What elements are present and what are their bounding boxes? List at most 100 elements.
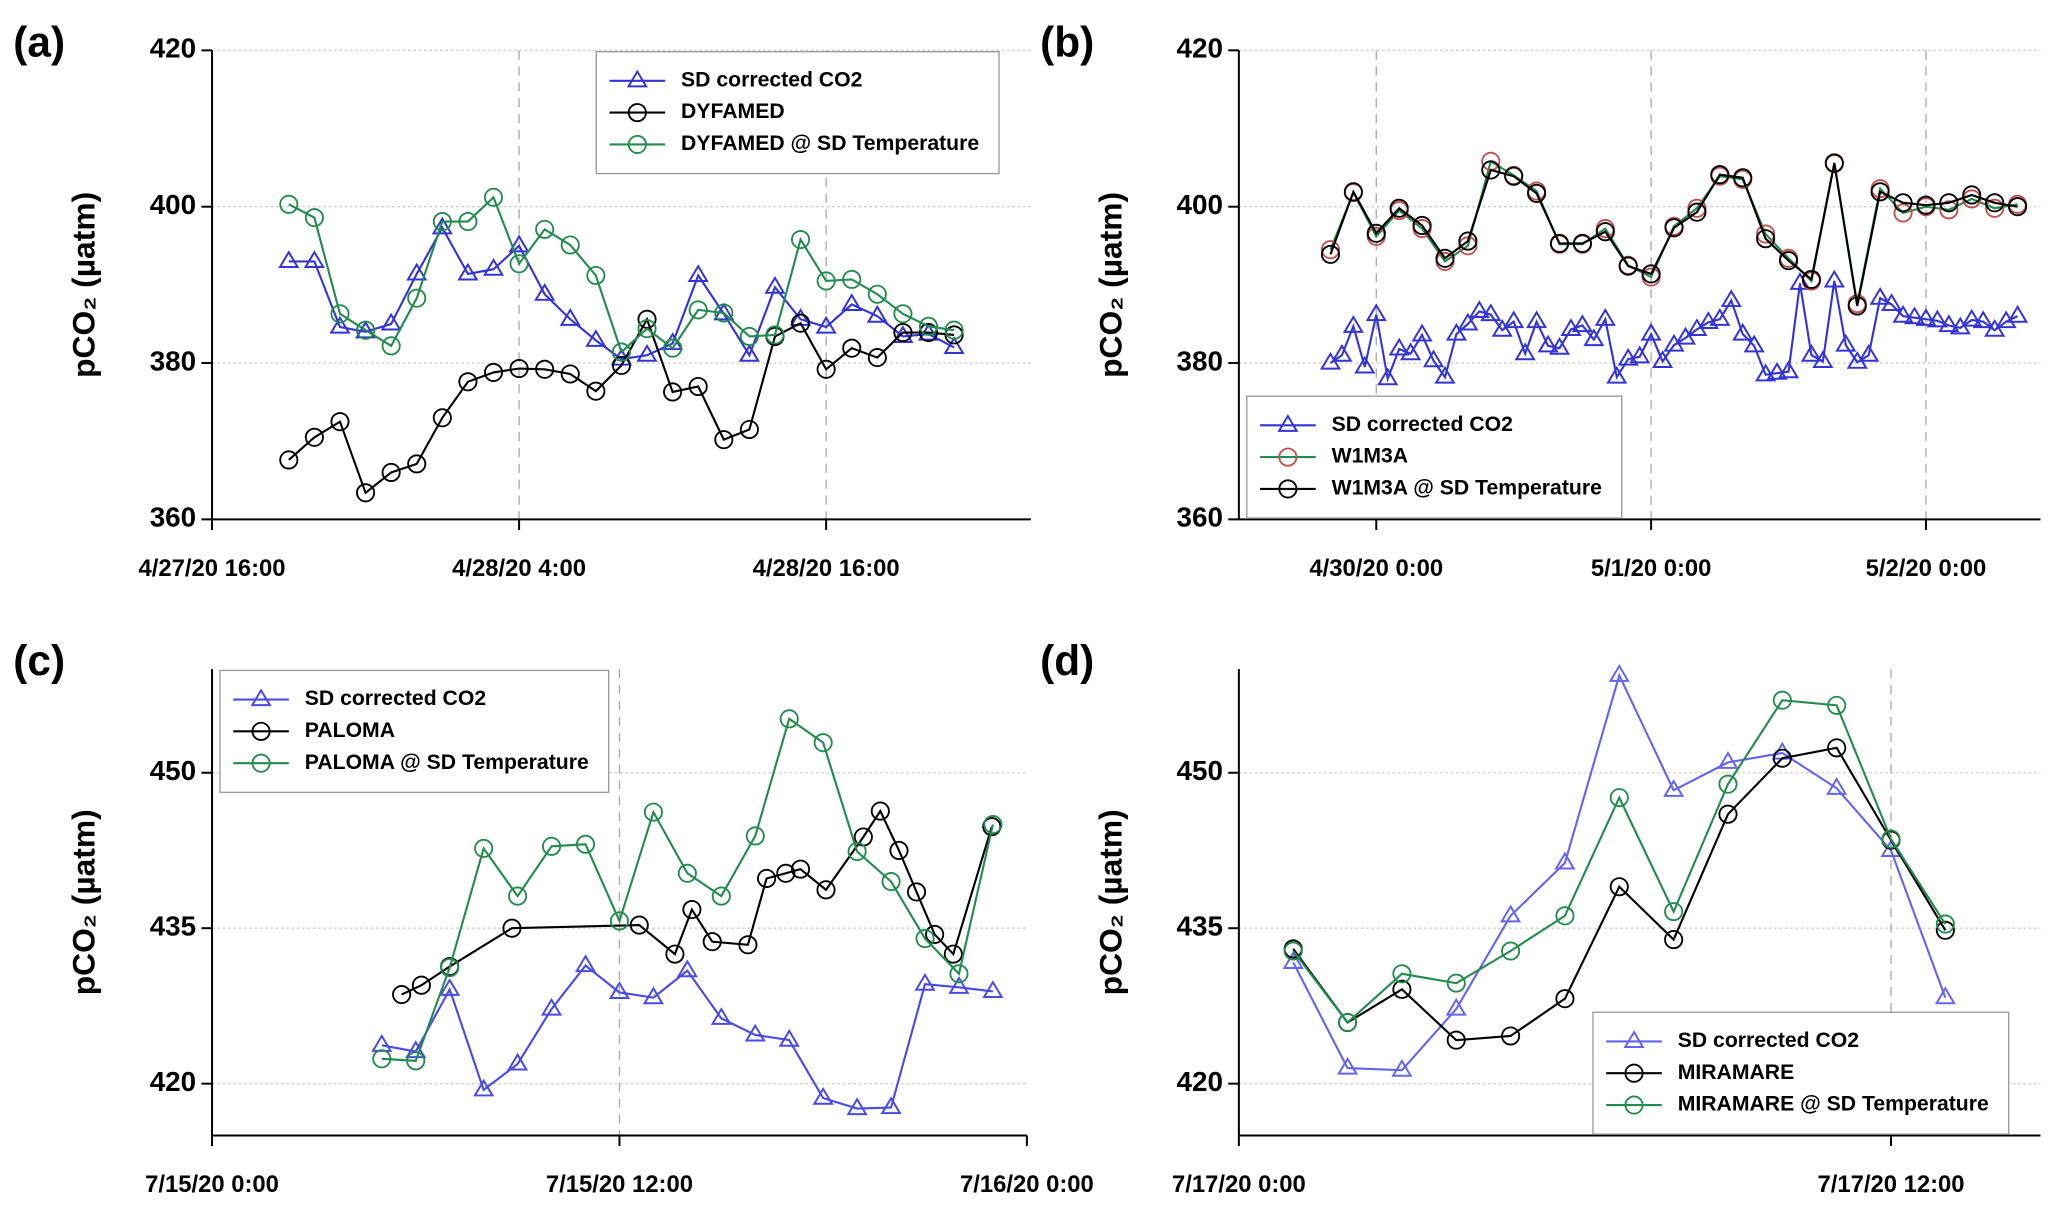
marker: [1972, 310, 1994, 329]
marker: [1391, 1058, 1413, 1077]
marker: [432, 408, 452, 428]
x-tick-label: 4/28/20 4:00: [452, 555, 586, 582]
y-axis-label: pCO₂ (µatm): [66, 192, 102, 378]
marker: [482, 258, 505, 276]
marker: [1756, 229, 1776, 249]
panel-label: (b): [1040, 18, 1094, 65]
legend: SD corrected CO2 PALOMA PALOMA @ SD Temper…: [219, 669, 610, 793]
marker: [611, 342, 631, 362]
marker: [1858, 343, 1880, 362]
marker: [779, 709, 799, 729]
marker: [1733, 168, 1753, 188]
marker: [1457, 312, 1479, 331]
marker: [948, 976, 970, 994]
y-tick-label: 420: [150, 1066, 196, 1097]
marker: [893, 304, 913, 324]
marker: [1618, 256, 1638, 276]
marker: [1939, 200, 1959, 220]
marker: [791, 313, 811, 333]
y-tick-label: 435: [150, 911, 196, 942]
marker: [846, 1097, 868, 1116]
marker: [813, 733, 833, 753]
legend-label: W1M3A: [1332, 445, 1409, 468]
marker: [739, 419, 759, 440]
marker: [1935, 914, 1955, 934]
panel: 420 435 450 7/15/20 0:00 7/15/20 12:00 7/16/2…: [13, 637, 1093, 1198]
marker: [1555, 906, 1575, 926]
marker: [1962, 185, 1982, 205]
marker: [1664, 902, 1684, 922]
marker: [918, 316, 939, 336]
marker: [1789, 272, 1811, 290]
marker: [688, 300, 708, 320]
marker: [744, 1023, 766, 1042]
marker: [1468, 300, 1490, 319]
marker: [812, 1086, 834, 1105]
marker: [764, 275, 786, 294]
marker: [1720, 289, 1742, 308]
marker: [1893, 203, 1913, 223]
marker: [867, 284, 887, 304]
series-line: [1329, 159, 2018, 304]
marker: [1756, 224, 1776, 244]
marker: [790, 859, 811, 879]
marker: [1609, 877, 1629, 897]
marker: [1881, 293, 1903, 311]
marker: [944, 320, 964, 340]
marker: [714, 430, 734, 450]
marker: [1903, 306, 1926, 325]
marker: [1354, 355, 1376, 374]
marker: [665, 944, 685, 964]
y-tick-label: 380: [150, 345, 196, 376]
marker: [1320, 244, 1341, 264]
marker: [509, 254, 529, 274]
marker: [1445, 997, 1467, 1016]
marker: [1938, 314, 1960, 333]
marker: [279, 194, 299, 214]
legend-label: SD corrected CO2: [1678, 1029, 1859, 1052]
legend-label: SD corrected CO2: [305, 687, 486, 710]
marker: [304, 427, 324, 447]
marker: [816, 880, 836, 900]
legend-label: DYFAMED: [681, 100, 785, 123]
marker: [372, 1049, 392, 1069]
legend-marker: [251, 721, 271, 741]
legend-marker: [1624, 1095, 1644, 1115]
marker: [1392, 979, 1412, 999]
marker: [1422, 349, 1445, 368]
marker: [943, 336, 965, 354]
marker: [1641, 264, 1661, 284]
marker: [507, 1052, 529, 1071]
marker: [629, 915, 649, 935]
marker: [1526, 310, 1548, 329]
marker: [738, 343, 760, 362]
marker: [356, 483, 376, 503]
marker: [1717, 751, 1739, 769]
marker: [1687, 202, 1707, 222]
marker: [914, 972, 936, 991]
marker: [1926, 309, 1948, 328]
marker: [915, 929, 935, 949]
marker: [1663, 779, 1685, 797]
legend-box: [1592, 1011, 2010, 1135]
marker: [1915, 308, 1937, 326]
marker: [1331, 343, 1353, 362]
x-tick-label: 7/16/20 0:00: [960, 1171, 1094, 1198]
series-line: [401, 808, 993, 996]
marker: [1772, 748, 1792, 768]
marker: [1491, 318, 1513, 337]
marker: [1916, 195, 1936, 215]
marker: [776, 863, 796, 883]
marker: [560, 364, 580, 384]
marker: [816, 359, 836, 379]
legend-label: SD corrected CO2: [681, 68, 862, 91]
marker: [714, 303, 734, 323]
marker: [1766, 361, 1788, 380]
marker: [1338, 1012, 1358, 1033]
marker: [407, 454, 427, 474]
marker: [535, 219, 555, 239]
marker: [642, 986, 664, 1005]
y-tick-label: 420: [1177, 33, 1223, 64]
marker: [906, 882, 927, 902]
marker: [1710, 165, 1730, 185]
